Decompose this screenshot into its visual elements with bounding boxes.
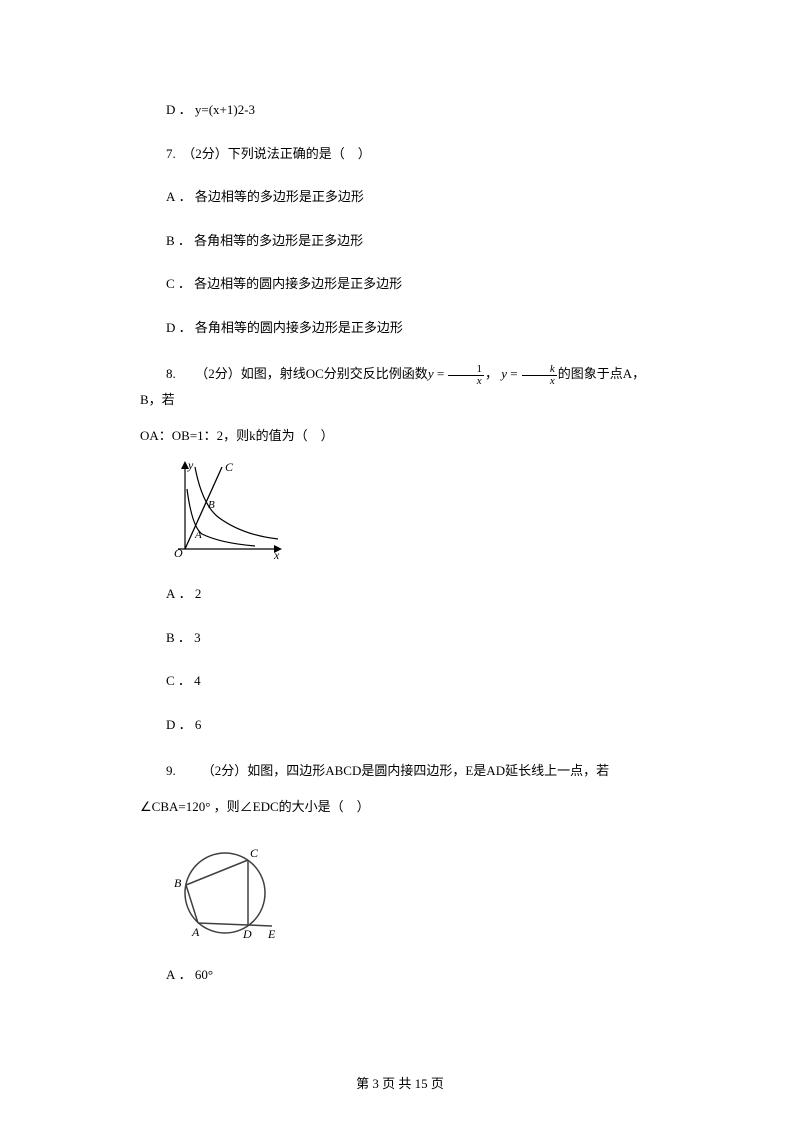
svg-text:O: O — [174, 546, 183, 559]
svg-text:y: y — [187, 459, 194, 472]
q9-stem-line2: ∠CBA=120° ，则∠EDC的大小是（ ） — [140, 794, 660, 820]
svg-text:x: x — [273, 548, 280, 559]
svg-text:E: E — [267, 927, 276, 940]
q9-figure-svg: A B C D E — [170, 845, 290, 940]
q8-mid: ， — [485, 366, 498, 381]
svg-text:D: D — [242, 927, 252, 940]
q8-option-c: C ． 4 — [140, 671, 660, 691]
q6-option-d: D ． y=(x+1)2-3 — [140, 100, 660, 120]
q8-figure-svg: O y x A B C — [170, 459, 285, 559]
q7-stem: 7. （2分）下列说法正确的是（ ） — [140, 144, 660, 164]
q8-frac2: kx — [522, 364, 557, 387]
q8-stem: 8. （2分）如图，射线OC分别交反比例函数y = 1x， y = kx的图象于… — [140, 361, 660, 413]
q8-stem-prefix: 8. （2分）如图，射线OC分别交反比例函数 — [166, 366, 428, 381]
q8-stem-line2: OA：OB=1：2，则k的值为（ ） — [140, 423, 660, 449]
q7-option-d: D ． 各角相等的圆内接多边形是正多边形 — [140, 318, 660, 338]
q8-option-d: D ． 6 — [140, 715, 660, 735]
svg-text:B: B — [208, 499, 215, 511]
q8-formula1: y — [428, 366, 434, 381]
svg-text:A: A — [194, 529, 202, 541]
q8-formula2: y — [501, 366, 507, 381]
q9-option-a: A ． 60° — [140, 965, 660, 985]
svg-text:A: A — [191, 925, 200, 939]
q7-option-c: C ． 各边相等的圆内接多边形是正多边形 — [140, 274, 660, 294]
q9-figure: A B C D E — [170, 845, 660, 945]
q8-option-a: A ． 2 — [140, 584, 660, 604]
q7-option-a: A ． 各边相等的多边形是正多边形 — [140, 187, 660, 207]
page-footer: 第 3 页 共 15 页 — [0, 1073, 800, 1092]
svg-text:B: B — [174, 876, 182, 890]
q9-stem: 9. （2分）如图，四边形ABCD是圆内接四边形，E是AD延长线上一点，若 — [140, 758, 660, 784]
svg-text:C: C — [225, 460, 234, 474]
q7-option-b: B ． 各角相等的多边形是正多边形 — [140, 231, 660, 251]
svg-text:C: C — [250, 846, 259, 860]
q8-option-b: B ． 3 — [140, 628, 660, 648]
q8-figure: O y x A B C — [170, 459, 660, 564]
q8-frac1: 1x — [448, 364, 484, 387]
